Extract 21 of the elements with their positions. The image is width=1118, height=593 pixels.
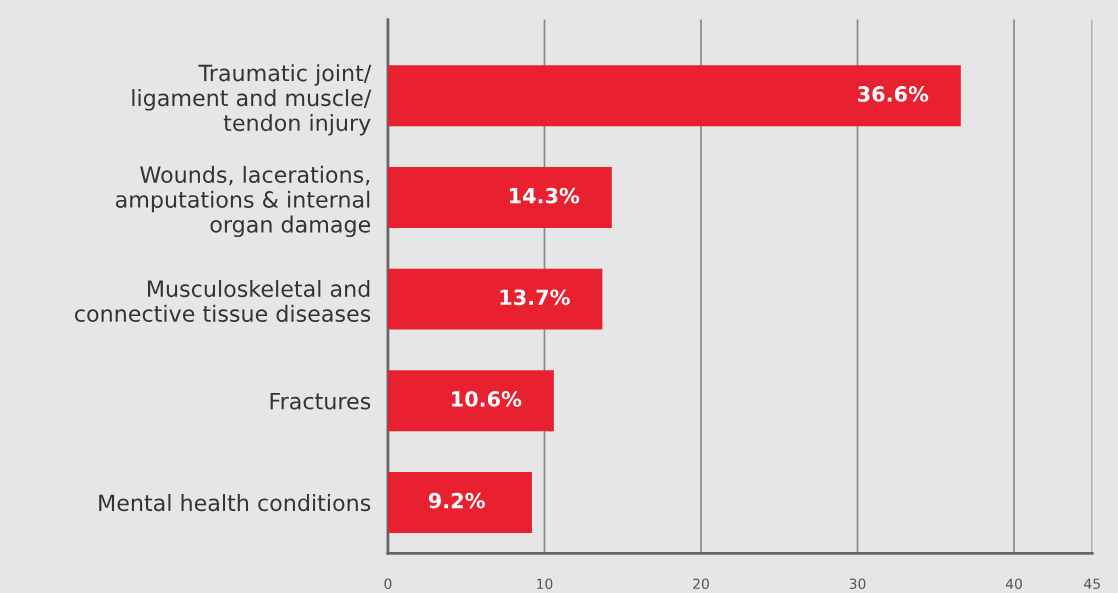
data-label: 13.7% <box>500 289 570 306</box>
data-label: 14.3% <box>509 187 580 204</box>
y-tick-label: Fractures <box>270 393 371 410</box>
bar <box>387 65 961 127</box>
y-tick-label: Traumatic joint/ ligament and muscle/ tendon injury <box>132 64 372 136</box>
x-tick-label: 10 <box>537 578 553 590</box>
bar <box>387 166 612 228</box>
y-tick-label: Musculoskeletal and connective tissue diseases <box>75 279 371 323</box>
y-tick-label: Wounds, lacerations, amputations & internal organ damage <box>115 165 371 238</box>
bar <box>387 268 603 330</box>
data-label: 36.6% <box>858 86 929 102</box>
x-tick-label: 40 <box>1005 578 1022 590</box>
x-tick-label: 45 <box>1084 578 1100 590</box>
bar <box>387 471 532 533</box>
x-tick-label: 30 <box>849 578 866 590</box>
data-label: 9.2% <box>428 492 485 509</box>
bar <box>387 370 554 432</box>
x-tick-label: 20 <box>693 578 709 590</box>
y-tick-label: Mental health conditions <box>99 494 371 512</box>
x-tick-label: 0 <box>384 578 392 590</box>
data-label: 10.6% <box>452 391 522 407</box>
